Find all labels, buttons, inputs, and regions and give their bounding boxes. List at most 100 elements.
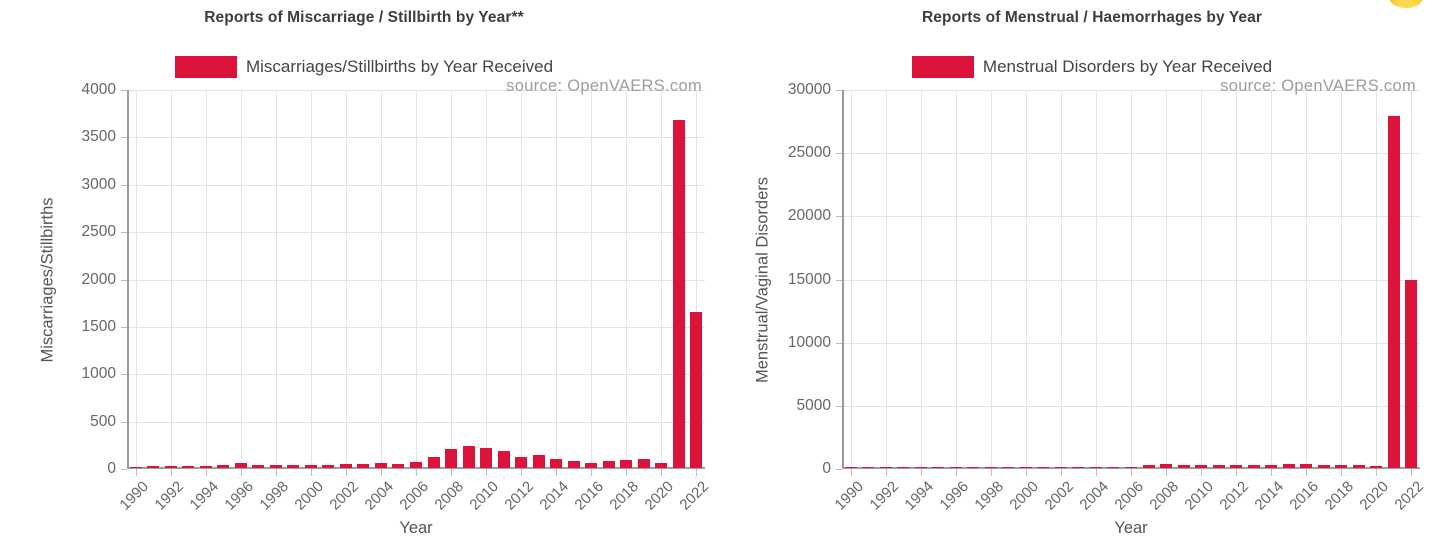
gridline-v (696, 90, 698, 469)
x-tick-mark (486, 469, 488, 476)
bar-2020 (1370, 465, 1383, 468)
y-tick-label: 30000 (787, 81, 831, 98)
gridline-v (990, 90, 992, 469)
x-tick-mark (310, 469, 312, 476)
legend-label: Miscarriages/Stillbirths by Year Receive… (245, 57, 554, 76)
y-tick-mark (121, 184, 127, 186)
x-tick-mark (1236, 469, 1238, 476)
x-tick-label: 1998 (256, 478, 292, 514)
y-tick-mark (121, 232, 127, 234)
gridline-v (1236, 90, 1238, 469)
bar-2007 (427, 456, 440, 468)
bar-2004 (1089, 467, 1102, 468)
bar-1993 (897, 467, 910, 468)
bar-2000 (304, 465, 317, 468)
bar-2008 (445, 449, 458, 468)
x-tick-label: 2018 (606, 478, 643, 514)
bar-1996 (234, 462, 247, 468)
x-tick-mark (1341, 469, 1343, 476)
bar-2004 (374, 463, 387, 468)
bar-2003 (1072, 467, 1085, 468)
bar-2015 (567, 461, 580, 468)
y-tick-label: 1000 (81, 365, 116, 383)
bar-1994 (914, 467, 927, 468)
bar-2000 (1019, 467, 1032, 468)
x-tick-mark (990, 469, 992, 476)
x-tick-mark (885, 469, 887, 476)
source-note: source: OpenVAERS.com (506, 77, 702, 95)
y-tick-mark (836, 90, 842, 91)
x-tick-label: 1998 (971, 478, 1007, 514)
bar-2022 (1405, 279, 1418, 468)
y-tick-mark (836, 216, 842, 218)
bar-2008 (1160, 463, 1173, 468)
bar-2009 (1177, 464, 1190, 468)
legend: Miscarriages/Stillbirths by Year Receive… (0, 55, 728, 79)
x-tick-label: 2002 (326, 478, 362, 514)
x-tick-mark (696, 469, 698, 476)
gridline-v (885, 90, 887, 469)
x-tick-label: 2004 (1076, 478, 1112, 514)
y-axis-line (842, 90, 844, 469)
bar-2011 (1212, 465, 1225, 468)
chart-panel-menstrual: Reports of Menstrual / Haemorrhages by Y… (728, 0, 1456, 550)
x-tick-label: 1994 (186, 478, 222, 514)
gridline-v (1166, 90, 1168, 469)
bar-2005 (1107, 467, 1120, 468)
x-tick-mark (1060, 469, 1062, 476)
bar-2002 (1054, 467, 1067, 468)
plot-area: Miscarriages/Stillbirths 0 500 1000 1500 200… (39, 81, 713, 514)
x-tick-label: 2004 (361, 478, 397, 514)
legend: Menstrual Disorders by Year Received (728, 55, 1456, 79)
gridline-v (1411, 90, 1413, 469)
x-tick-label: 2000 (291, 478, 327, 514)
bar-1998 (269, 465, 282, 468)
gridline-v (451, 90, 453, 469)
gridline-v (661, 90, 663, 469)
x-tick-label: 2000 (1006, 478, 1042, 514)
y-tick-label: 3000 (81, 175, 116, 193)
bar-2013 (1247, 465, 1260, 468)
y-tick-label: 500 (90, 412, 116, 430)
y-tick-mark (121, 326, 127, 328)
x-tick-label: 2006 (1111, 478, 1148, 514)
bar-2021 (672, 120, 685, 468)
bar-2018 (1335, 465, 1348, 468)
bar-2014 (550, 458, 563, 468)
bar-2012 (515, 456, 528, 468)
x-tick-mark (1025, 469, 1027, 476)
x-axis-title: Year (1114, 519, 1148, 537)
y-tick-label: 10000 (787, 333, 831, 351)
bar-1991 (862, 467, 875, 468)
bar-2002 (339, 463, 352, 468)
x-tick-mark (591, 469, 593, 476)
bar-1998 (984, 467, 997, 468)
bar-1995 (217, 465, 230, 468)
gridline-v (380, 90, 382, 469)
x-tick-mark (850, 469, 852, 476)
gridline-v (1025, 90, 1027, 469)
x-axis-line (127, 467, 705, 469)
bar-2019 (1352, 465, 1365, 468)
bar-2005 (392, 463, 405, 468)
bar-2010 (480, 448, 493, 468)
x-tick-label: 2016 (571, 478, 608, 514)
gridline-v (1271, 90, 1273, 469)
bar-2017 (1317, 464, 1330, 468)
gridline-v (1201, 90, 1203, 469)
x-tick-label: 2012 (501, 478, 538, 514)
bar-2009 (462, 446, 475, 468)
bar-1994 (199, 465, 212, 468)
x-tick-label: 2020 (641, 478, 678, 514)
bar-2003 (357, 463, 370, 468)
y-axis-line (127, 90, 129, 469)
x-tick-label: 1996 (221, 478, 257, 514)
x-tick-label: 1990 (831, 478, 867, 514)
x-tick-mark (920, 469, 922, 476)
x-tick-mark (1411, 469, 1413, 476)
y-tick-label: 2000 (81, 270, 116, 288)
x-tick-mark (416, 469, 417, 476)
bar-1993 (182, 465, 195, 468)
chart-title: Reports of Menstrual / Haemorrhages by Y… (922, 9, 1262, 26)
x-tick-mark (661, 469, 663, 476)
